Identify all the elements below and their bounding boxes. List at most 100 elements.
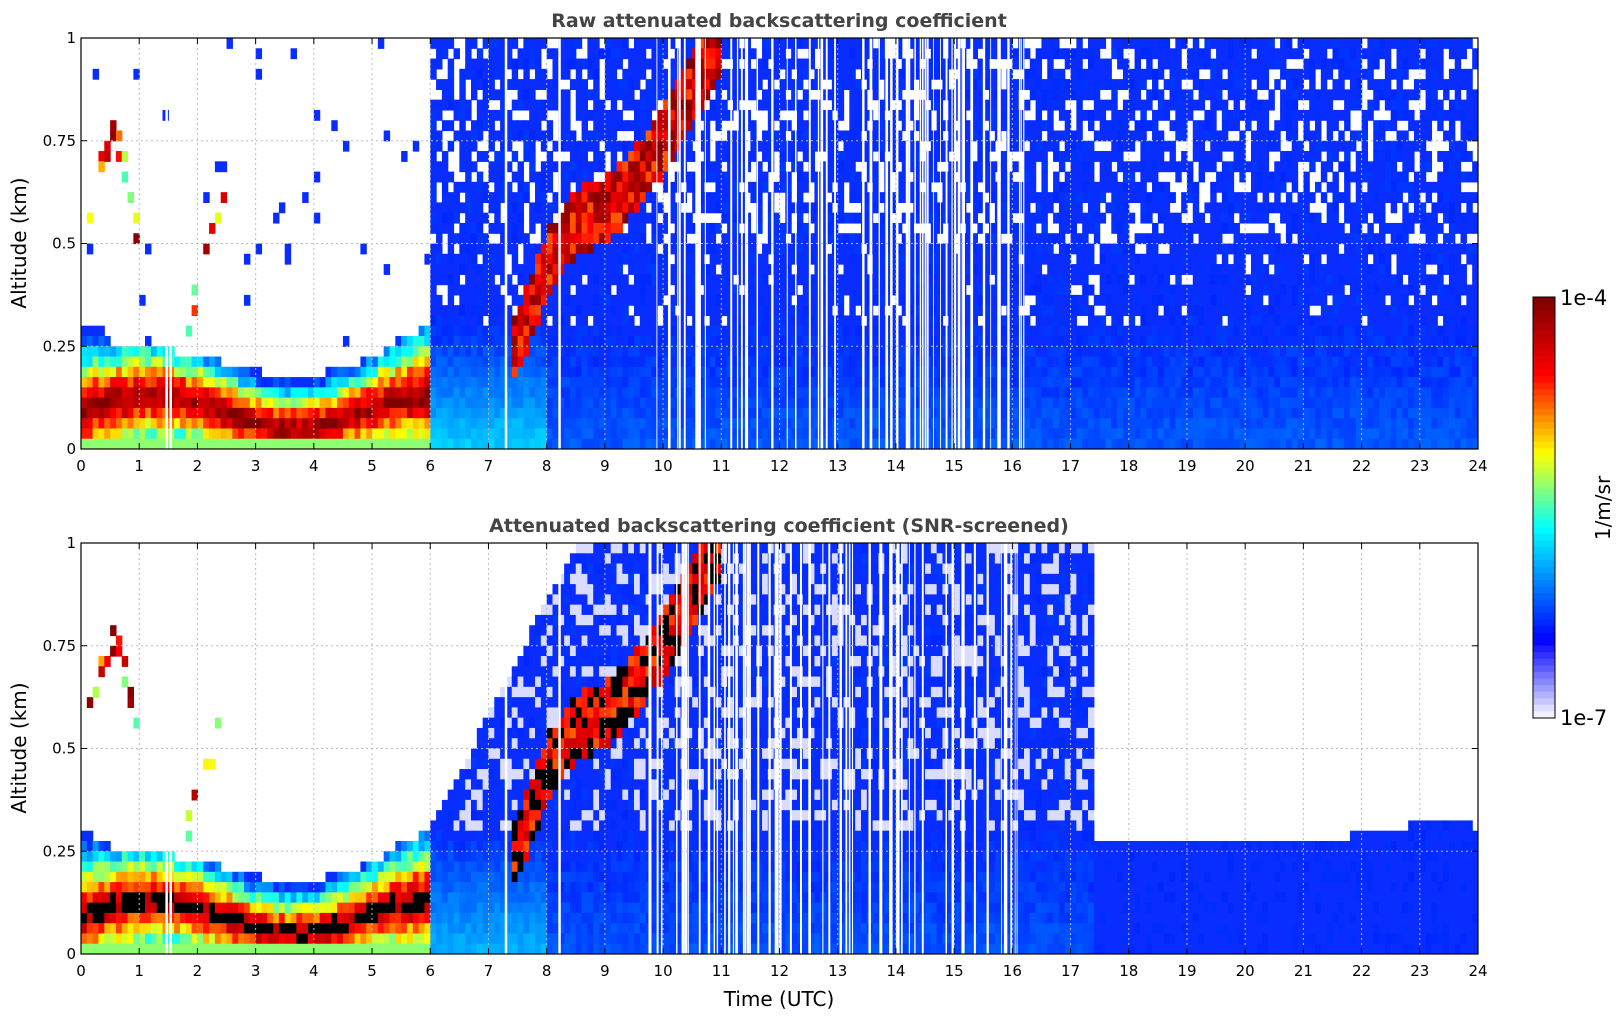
heatmap-cell (872, 274, 880, 286)
heatmap-cell (1041, 335, 1048, 347)
heatmap-cell (1122, 325, 1130, 337)
heatmap-cell (680, 151, 687, 162)
heatmap-cell (913, 438, 920, 449)
heatmap-cell (610, 305, 618, 317)
heatmap-cell (465, 356, 472, 368)
heatmap-cell (907, 346, 914, 358)
heatmap-cell (552, 325, 559, 337)
heatmap-cell (773, 407, 781, 419)
heatmap-cell (436, 274, 443, 286)
heatmap-cell (616, 202, 623, 214)
heatmap-cell (1157, 377, 1165, 388)
heatmap-cell (1128, 315, 1136, 327)
heatmap-cell (389, 377, 396, 388)
heatmap-cell (1146, 284, 1153, 296)
heatmap-cell (890, 233, 897, 245)
heatmap-cell (604, 397, 612, 409)
heatmap-cell (855, 192, 862, 204)
heatmap-cell (1041, 356, 1048, 368)
heatmap-cell (471, 294, 478, 306)
heatmap-cell (348, 377, 356, 388)
heatmap-cell (453, 315, 460, 327)
heatmap-cell (593, 335, 600, 347)
heatmap-cell (552, 294, 559, 306)
heatmap-cell (406, 387, 414, 399)
heatmap-cell (936, 294, 944, 306)
heatmap-cell (494, 377, 501, 388)
heatmap-cell (139, 366, 146, 378)
heatmap-cell (185, 356, 193, 368)
heatmap-cell (377, 438, 385, 449)
heatmap-cell (156, 418, 164, 430)
heatmap-cell (558, 335, 565, 347)
heatmap-cell (1093, 212, 1101, 224)
heatmap-cell (732, 346, 740, 358)
heatmap-cell (377, 366, 385, 378)
heatmap-cell (1128, 407, 1136, 419)
heatmap-cell (930, 315, 938, 327)
heatmap-cell (651, 140, 658, 152)
heatmap-cell (575, 315, 583, 327)
heatmap-cell (1070, 48, 1077, 60)
heatmap-cell (453, 346, 460, 358)
heatmap-cell (639, 356, 647, 368)
heatmap-cell (471, 181, 478, 193)
heatmap-cell (1117, 325, 1124, 337)
heatmap-cell (517, 79, 524, 90)
heatmap-cell (220, 407, 228, 419)
heatmap-cell (354, 438, 361, 449)
heatmap-cell (1082, 192, 1089, 204)
heatmap-cell (837, 151, 845, 162)
heatmap-cell (686, 294, 693, 306)
heatmap-cell (535, 109, 542, 121)
heatmap-cell (569, 397, 577, 409)
heatmap-cell (1023, 120, 1031, 132)
heatmap-cell (1058, 325, 1066, 337)
heatmap-cell (901, 233, 909, 245)
heatmap-cell (977, 274, 984, 286)
heatmap-cell (808, 253, 816, 265)
heatmap-cell (558, 346, 565, 358)
heatmap-cell (855, 151, 862, 162)
heatmap-cell (436, 130, 443, 142)
heatmap-cell (1111, 48, 1118, 60)
heatmap-cell (808, 294, 816, 306)
heatmap-cell (412, 335, 420, 347)
heatmap-cell (639, 315, 647, 327)
heatmap-cell (890, 356, 897, 368)
heatmap-cell (430, 253, 437, 265)
heatmap-cell (808, 212, 816, 224)
heatmap-cell (971, 438, 979, 449)
heatmap-cell (447, 253, 455, 265)
heatmap-cell (1047, 243, 1054, 255)
heatmap-cell (1035, 120, 1043, 132)
heatmap-cell (1152, 366, 1159, 378)
heatmap-cell (657, 202, 664, 214)
heatmap-cell (983, 171, 990, 183)
heatmap-cell (954, 79, 961, 90)
heatmap-cell (1169, 120, 1176, 132)
heatmap-cell (1157, 202, 1165, 214)
heatmap-cell (581, 192, 589, 204)
heatmap-cell (878, 315, 885, 327)
heatmap-cell (1035, 79, 1043, 90)
heatmap-cell (1146, 233, 1153, 245)
heatmap-cell (936, 38, 944, 49)
heatmap-cell (569, 243, 577, 255)
heatmap-cell (1041, 253, 1048, 265)
heatmap-cell (453, 305, 460, 317)
heatmap-cell (564, 428, 571, 440)
heatmap-cell (145, 243, 152, 255)
heatmap-cell (1152, 151, 1159, 162)
heatmap-cell (564, 335, 571, 347)
heatmap-cell (1111, 315, 1118, 327)
heatmap-cell (802, 274, 810, 286)
heatmap-cell (500, 233, 507, 245)
heatmap-cell (1006, 305, 1013, 317)
heatmap-cell (581, 99, 589, 111)
heatmap-cell (1105, 356, 1112, 368)
heatmap-cell (1058, 315, 1066, 327)
heatmap-cell (447, 192, 455, 204)
heatmap-cell (471, 58, 478, 70)
heatmap-cell (837, 407, 845, 419)
